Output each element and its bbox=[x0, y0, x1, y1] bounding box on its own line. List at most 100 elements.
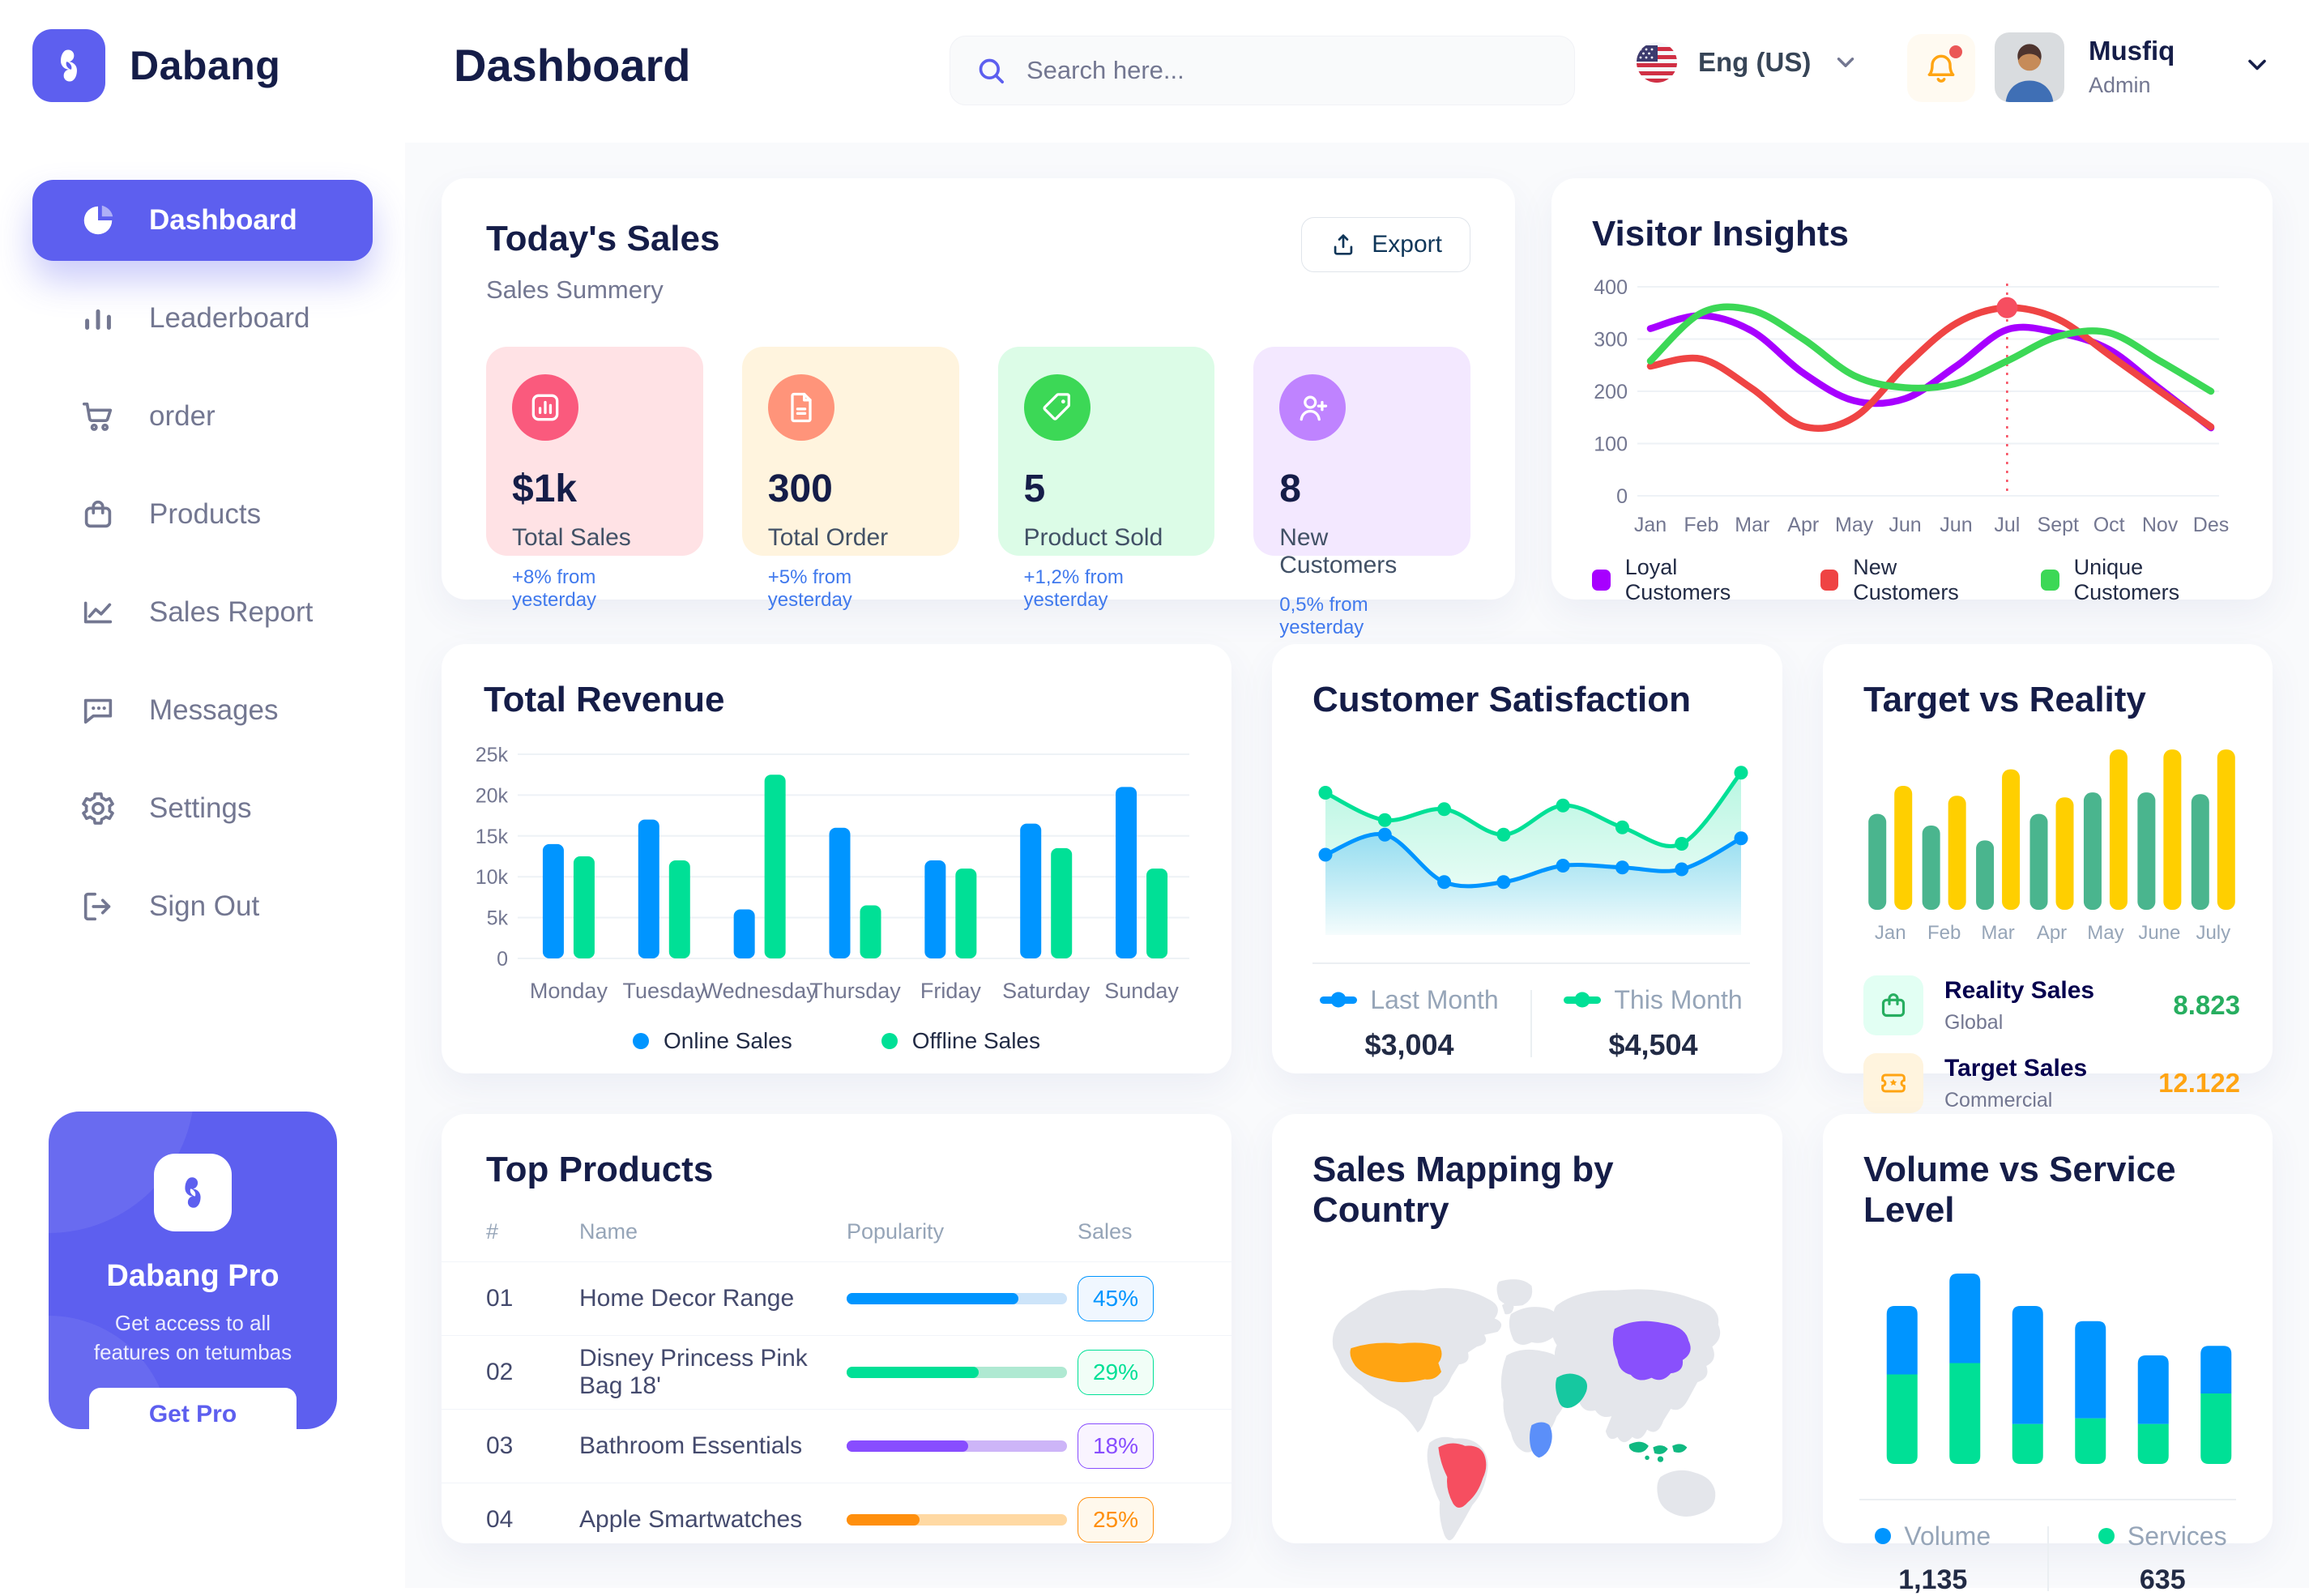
sidebar: Dabang Dashboard Leaderboard order Products… bbox=[0, 0, 405, 1588]
export-button[interactable]: Export bbox=[1301, 217, 1470, 272]
search-icon bbox=[979, 58, 1004, 83]
map-country-saudi-arabia bbox=[1556, 1373, 1588, 1408]
todays-sales-subtitle: Sales Summery bbox=[486, 275, 664, 304]
ticket-icon bbox=[1881, 1073, 1906, 1093]
search-bar[interactable] bbox=[950, 36, 1575, 105]
bag-icon bbox=[84, 500, 112, 528]
map-country-indonesia bbox=[1628, 1441, 1688, 1462]
legend-dot-icon bbox=[632, 1033, 649, 1049]
sidebar-item-dashboard[interactable]: Dashboard bbox=[32, 180, 373, 261]
popularity-bar bbox=[847, 1293, 1067, 1304]
legend-label: Loyal Customers bbox=[1624, 555, 1731, 604]
legend-label: Unique Customers bbox=[2073, 555, 2180, 604]
user-info: Musfiq Admin bbox=[2089, 36, 2175, 98]
customer-satisfaction-title: Customer Satisfaction bbox=[1312, 680, 1691, 719]
legend-services: Services 635 bbox=[2073, 1521, 2253, 1596]
userplus-icon bbox=[1300, 395, 1328, 421]
svg-text:100: 100 bbox=[1594, 433, 1628, 456]
bar-services-1 bbox=[1949, 1363, 1981, 1464]
pie-icon bbox=[83, 205, 113, 235]
stat-label: Product Sold bbox=[1023, 524, 1163, 551]
bar-may-target-sales bbox=[2109, 749, 2128, 910]
legend-label: Offline Sales bbox=[911, 1028, 1040, 1053]
column-header-name: Name bbox=[579, 1218, 638, 1244]
pro-logo-icon bbox=[154, 1154, 232, 1231]
tag-icon bbox=[1042, 393, 1070, 420]
legend-swatch-icon bbox=[1820, 570, 1839, 591]
dabang-logo-icon bbox=[32, 29, 105, 102]
avatar[interactable] bbox=[1995, 32, 2064, 102]
volume-vs-service-title: Volume vs Service Level bbox=[1863, 1150, 2176, 1230]
bar-feb-reality-sales bbox=[1922, 825, 1940, 910]
export-label: Export bbox=[1372, 231, 1442, 258]
svg-text:Jan: Jan bbox=[1634, 514, 1667, 536]
bar-saturday-offline-sales bbox=[1051, 847, 1073, 958]
bar-mar-target-sales bbox=[2002, 769, 2021, 910]
volume-vs-service-legend: Volume 1,135 Services 635 bbox=[1843, 1521, 2252, 1596]
svg-text:Jul: Jul bbox=[1994, 514, 2020, 536]
highlight-marker bbox=[1996, 297, 2018, 318]
sidebar-item-order[interactable]: order bbox=[32, 376, 373, 457]
bar-volume-3 bbox=[2075, 1321, 2106, 1419]
svg-text:0: 0 bbox=[1616, 485, 1628, 508]
sidebar-menu: Dashboard Leaderboard order Products Sales R… bbox=[32, 180, 373, 964]
sales-mapping-title: Sales Mapping by Country bbox=[1312, 1150, 1614, 1230]
table-row-disney-princess-pink-bag-18[interactable]: 02 Disney Princess Pink Bag 18' 29% bbox=[442, 1335, 1231, 1409]
bar-feb-target-sales bbox=[1948, 796, 1966, 910]
legend-swatch-icon bbox=[2040, 570, 2059, 591]
sidebar-item-sales-report[interactable]: Sales Report bbox=[32, 572, 373, 653]
get-pro-button[interactable]: Get Pro bbox=[89, 1388, 297, 1429]
column-header-sales: Sales bbox=[1078, 1218, 1133, 1244]
legend-value: 1,135 bbox=[1898, 1564, 1968, 1595]
legend-line-marker-icon bbox=[1320, 992, 1358, 1008]
cart-icon bbox=[82, 402, 113, 431]
sidebar-item-messages[interactable]: Messages bbox=[32, 670, 373, 751]
bar-volume-2 bbox=[2012, 1305, 2043, 1424]
sidebar-item-products[interactable]: Products bbox=[32, 474, 373, 555]
bar-sunday-offline-sales bbox=[1146, 868, 1168, 958]
chevron-down-icon bbox=[1837, 58, 1854, 67]
search-input[interactable] bbox=[1026, 56, 1550, 85]
message-icon bbox=[79, 692, 117, 729]
row-number: 03 bbox=[486, 1432, 514, 1459]
userplus-icon bbox=[1279, 374, 1347, 441]
svg-text:Sunday: Sunday bbox=[1104, 979, 1179, 1003]
bar-mar-reality-sales bbox=[1976, 840, 1995, 910]
table-row-bathroom-essentials[interactable]: 03 Bathroom Essentials 18% bbox=[442, 1409, 1231, 1483]
sales-badge: 29% bbox=[1078, 1350, 1154, 1395]
sidebar-item-leaderboard[interactable]: Leaderboard bbox=[32, 278, 373, 359]
stat-delta: +5% from yesterday bbox=[767, 566, 852, 611]
customer-satisfaction-card: Customer Satisfaction Last Month $3,004 Th… bbox=[1272, 644, 1782, 1073]
bar-july-reality-sales bbox=[2191, 794, 2209, 910]
legend-volume: Volume 1,135 bbox=[1843, 1521, 2023, 1596]
user-menu-chevron-icon[interactable] bbox=[2243, 50, 2272, 79]
product-name: Disney Princess Pink Bag 18' bbox=[579, 1345, 808, 1399]
legend-new-customers: New Customers bbox=[1820, 555, 1989, 605]
svg-text:Feb: Feb bbox=[1684, 514, 1718, 536]
bar-monday-online-sales bbox=[542, 843, 564, 958]
tag-icon bbox=[1023, 374, 1090, 441]
gear-icon bbox=[79, 790, 117, 827]
top-products-title: Top Products bbox=[486, 1150, 714, 1189]
svg-text:Wednesday: Wednesday bbox=[702, 979, 818, 1003]
stat-value: $1k bbox=[512, 467, 578, 510]
map-country-dr-congo bbox=[1530, 1422, 1552, 1458]
table-row-apple-smartwatches[interactable]: 04 Apple Smartwatches 25% bbox=[442, 1483, 1231, 1556]
bar-thursday-offline-sales bbox=[860, 905, 881, 958]
language-selector[interactable]: Eng (US) bbox=[1637, 42, 1859, 83]
sidebar-item-sign-out[interactable]: Sign Out bbox=[32, 866, 373, 947]
svg-text:Nov: Nov bbox=[2142, 514, 2179, 536]
signout-icon bbox=[83, 892, 111, 921]
pro-subtitle-line1: Get access to all bbox=[114, 1311, 271, 1335]
sales-badge: 18% bbox=[1078, 1423, 1154, 1469]
stat-label: Total Sales bbox=[512, 524, 631, 551]
sidebar-item-settings[interactable]: Settings bbox=[32, 768, 373, 849]
bar-june-target-sales bbox=[2163, 749, 2182, 910]
notifications-button[interactable] bbox=[1907, 34, 1975, 102]
total-revenue-card: Total Revenue 0 5k 10k 15k 20k 25k Monday Tuesd… bbox=[442, 644, 1231, 1073]
popularity-bar bbox=[847, 1514, 1067, 1526]
top-products-card: Top Products # Name Popularity Sales 01 Home… bbox=[442, 1114, 1231, 1543]
table-row-home-decor-range[interactable]: 01 Home Decor Range 45% bbox=[442, 1261, 1231, 1335]
legend-divider bbox=[1530, 989, 1532, 1057]
legend-value: 12.122 bbox=[2158, 1068, 2240, 1098]
